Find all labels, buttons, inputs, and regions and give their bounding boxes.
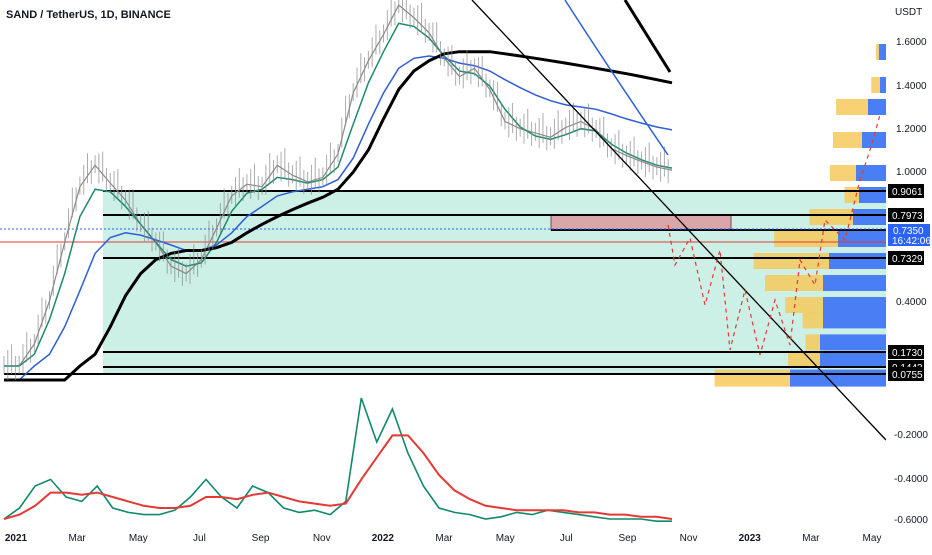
- volume-bar-up: [788, 352, 820, 368]
- volume-bar-down: [862, 132, 886, 148]
- chart-title: SAND / TetherUS, 1D, BINANCE: [6, 9, 171, 21]
- descending-trendline: [471, 0, 887, 441]
- price-tag-text: 0.0755: [892, 370, 923, 381]
- volume-bar-up: [833, 132, 862, 148]
- price-tag-text: 0.7973: [892, 211, 923, 222]
- current-price-text: 0.7350: [893, 226, 924, 237]
- volume-bar-up: [785, 297, 823, 313]
- osc-y-tick-label: -0.4000: [894, 474, 928, 485]
- axis-background: [886, 0, 932, 550]
- time-axis[interactable]: 2021 Mar May Jul Sep Nov 2022 Mar May Jul Sep Nov 20…: [5, 533, 882, 544]
- price-tag: [888, 367, 924, 381]
- price-tag: [888, 345, 924, 359]
- price-tag-text: 0.9061: [892, 187, 923, 198]
- volume-bar-down: [829, 253, 886, 269]
- volume-bar-down: [853, 209, 886, 225]
- ema-fast-line: [4, 22, 673, 367]
- y-tick-label: 1.2000: [896, 124, 927, 135]
- x-tick-label: May: [129, 533, 148, 544]
- trendline-layer: [471, 0, 887, 441]
- x-tick-label: May: [863, 533, 882, 544]
- volume-bar-up: [836, 99, 868, 115]
- resistance-zone: [550, 214, 732, 231]
- x-tick-label: Mar: [69, 533, 87, 544]
- x-tick-label: Jul: [193, 533, 206, 544]
- volume-bar-up: [809, 209, 853, 225]
- volume-bar-down: [823, 312, 886, 329]
- oscillator-fast-line: [3, 397, 672, 522]
- osc-y-tick-label: -0.2000: [894, 430, 928, 441]
- volume-bar-down: [856, 165, 886, 181]
- osc-y-tick-label: -0.6000: [894, 515, 928, 526]
- volume-bar-up: [829, 165, 856, 181]
- ema-slow-line: [4, 50, 673, 382]
- volume-bar-down: [838, 231, 886, 247]
- volume-bar-up: [714, 369, 790, 387]
- x-tick-label: Sep: [252, 533, 270, 544]
- x-tick-label: Mar: [802, 533, 820, 544]
- x-tick-label: 2022: [372, 533, 395, 544]
- volume-bar-up: [875, 44, 879, 60]
- long-ema-segment: [623, 0, 672, 73]
- range-box: [103, 191, 886, 374]
- volume-bar-up: [753, 253, 829, 269]
- range-box-layer: [103, 191, 886, 374]
- series-layer: [3, 0, 673, 382]
- volume-bar-down: [823, 297, 886, 313]
- axis-unit-label: USDT: [895, 7, 922, 18]
- volume-bar-up: [774, 231, 838, 247]
- volume-bar-down: [790, 369, 886, 387]
- volume-bar-down: [878, 44, 886, 60]
- volume-bar-down: [859, 187, 886, 203]
- volume-bar-down: [880, 77, 886, 93]
- y-tick-label: 1.4000: [896, 81, 927, 92]
- oscillator-slow-line: [3, 434, 673, 520]
- volume-bar-up: [805, 334, 820, 351]
- x-tick-label: 2021: [5, 533, 28, 544]
- price-tag: [888, 208, 924, 222]
- volume-bar-down: [868, 99, 886, 115]
- current-price-tag: [888, 224, 930, 246]
- oscillator-layer: [3, 397, 673, 522]
- horizontal-lines-layer: [0, 190, 886, 375]
- projection-layer: [667, 114, 881, 356]
- x-tick-label: Nov: [680, 533, 698, 544]
- x-tick-label: Mar: [435, 533, 453, 544]
- countdown-text: 16:42:06: [892, 236, 931, 247]
- y-tick-label: 1.6000: [896, 37, 927, 48]
- y-tick-label: 1.0000: [896, 167, 927, 178]
- x-tick-label: May: [496, 533, 515, 544]
- x-tick-label: Nov: [313, 533, 331, 544]
- volume-bar-down: [823, 275, 886, 291]
- price-tag-text: 0.1730: [892, 348, 923, 359]
- volume-profile-layer: [714, 44, 886, 387]
- price-tag: [888, 184, 924, 198]
- ema-mid-segment: [564, 0, 669, 156]
- price-tag-text: 0.7329: [892, 254, 923, 265]
- price-tag: [888, 251, 924, 265]
- ema-mid-line: [4, 55, 673, 381]
- x-tick-label: 2023: [739, 533, 762, 544]
- x-tick-label: Sep: [619, 533, 637, 544]
- projection-path: [667, 114, 881, 356]
- x-tick-label: Jul: [560, 533, 573, 544]
- volume-bar-up: [802, 312, 823, 329]
- price-axis[interactable]: USDT 1.6000 1.4000 1.2000 1.0000 0.4000 -0.200…: [886, 0, 932, 550]
- volume-bar-up: [871, 77, 880, 93]
- volume-bar-down: [820, 334, 886, 351]
- volume-bar-up: [765, 275, 823, 291]
- volume-bar-down: [820, 352, 886, 368]
- y-tick-label: 0.4000: [896, 297, 927, 308]
